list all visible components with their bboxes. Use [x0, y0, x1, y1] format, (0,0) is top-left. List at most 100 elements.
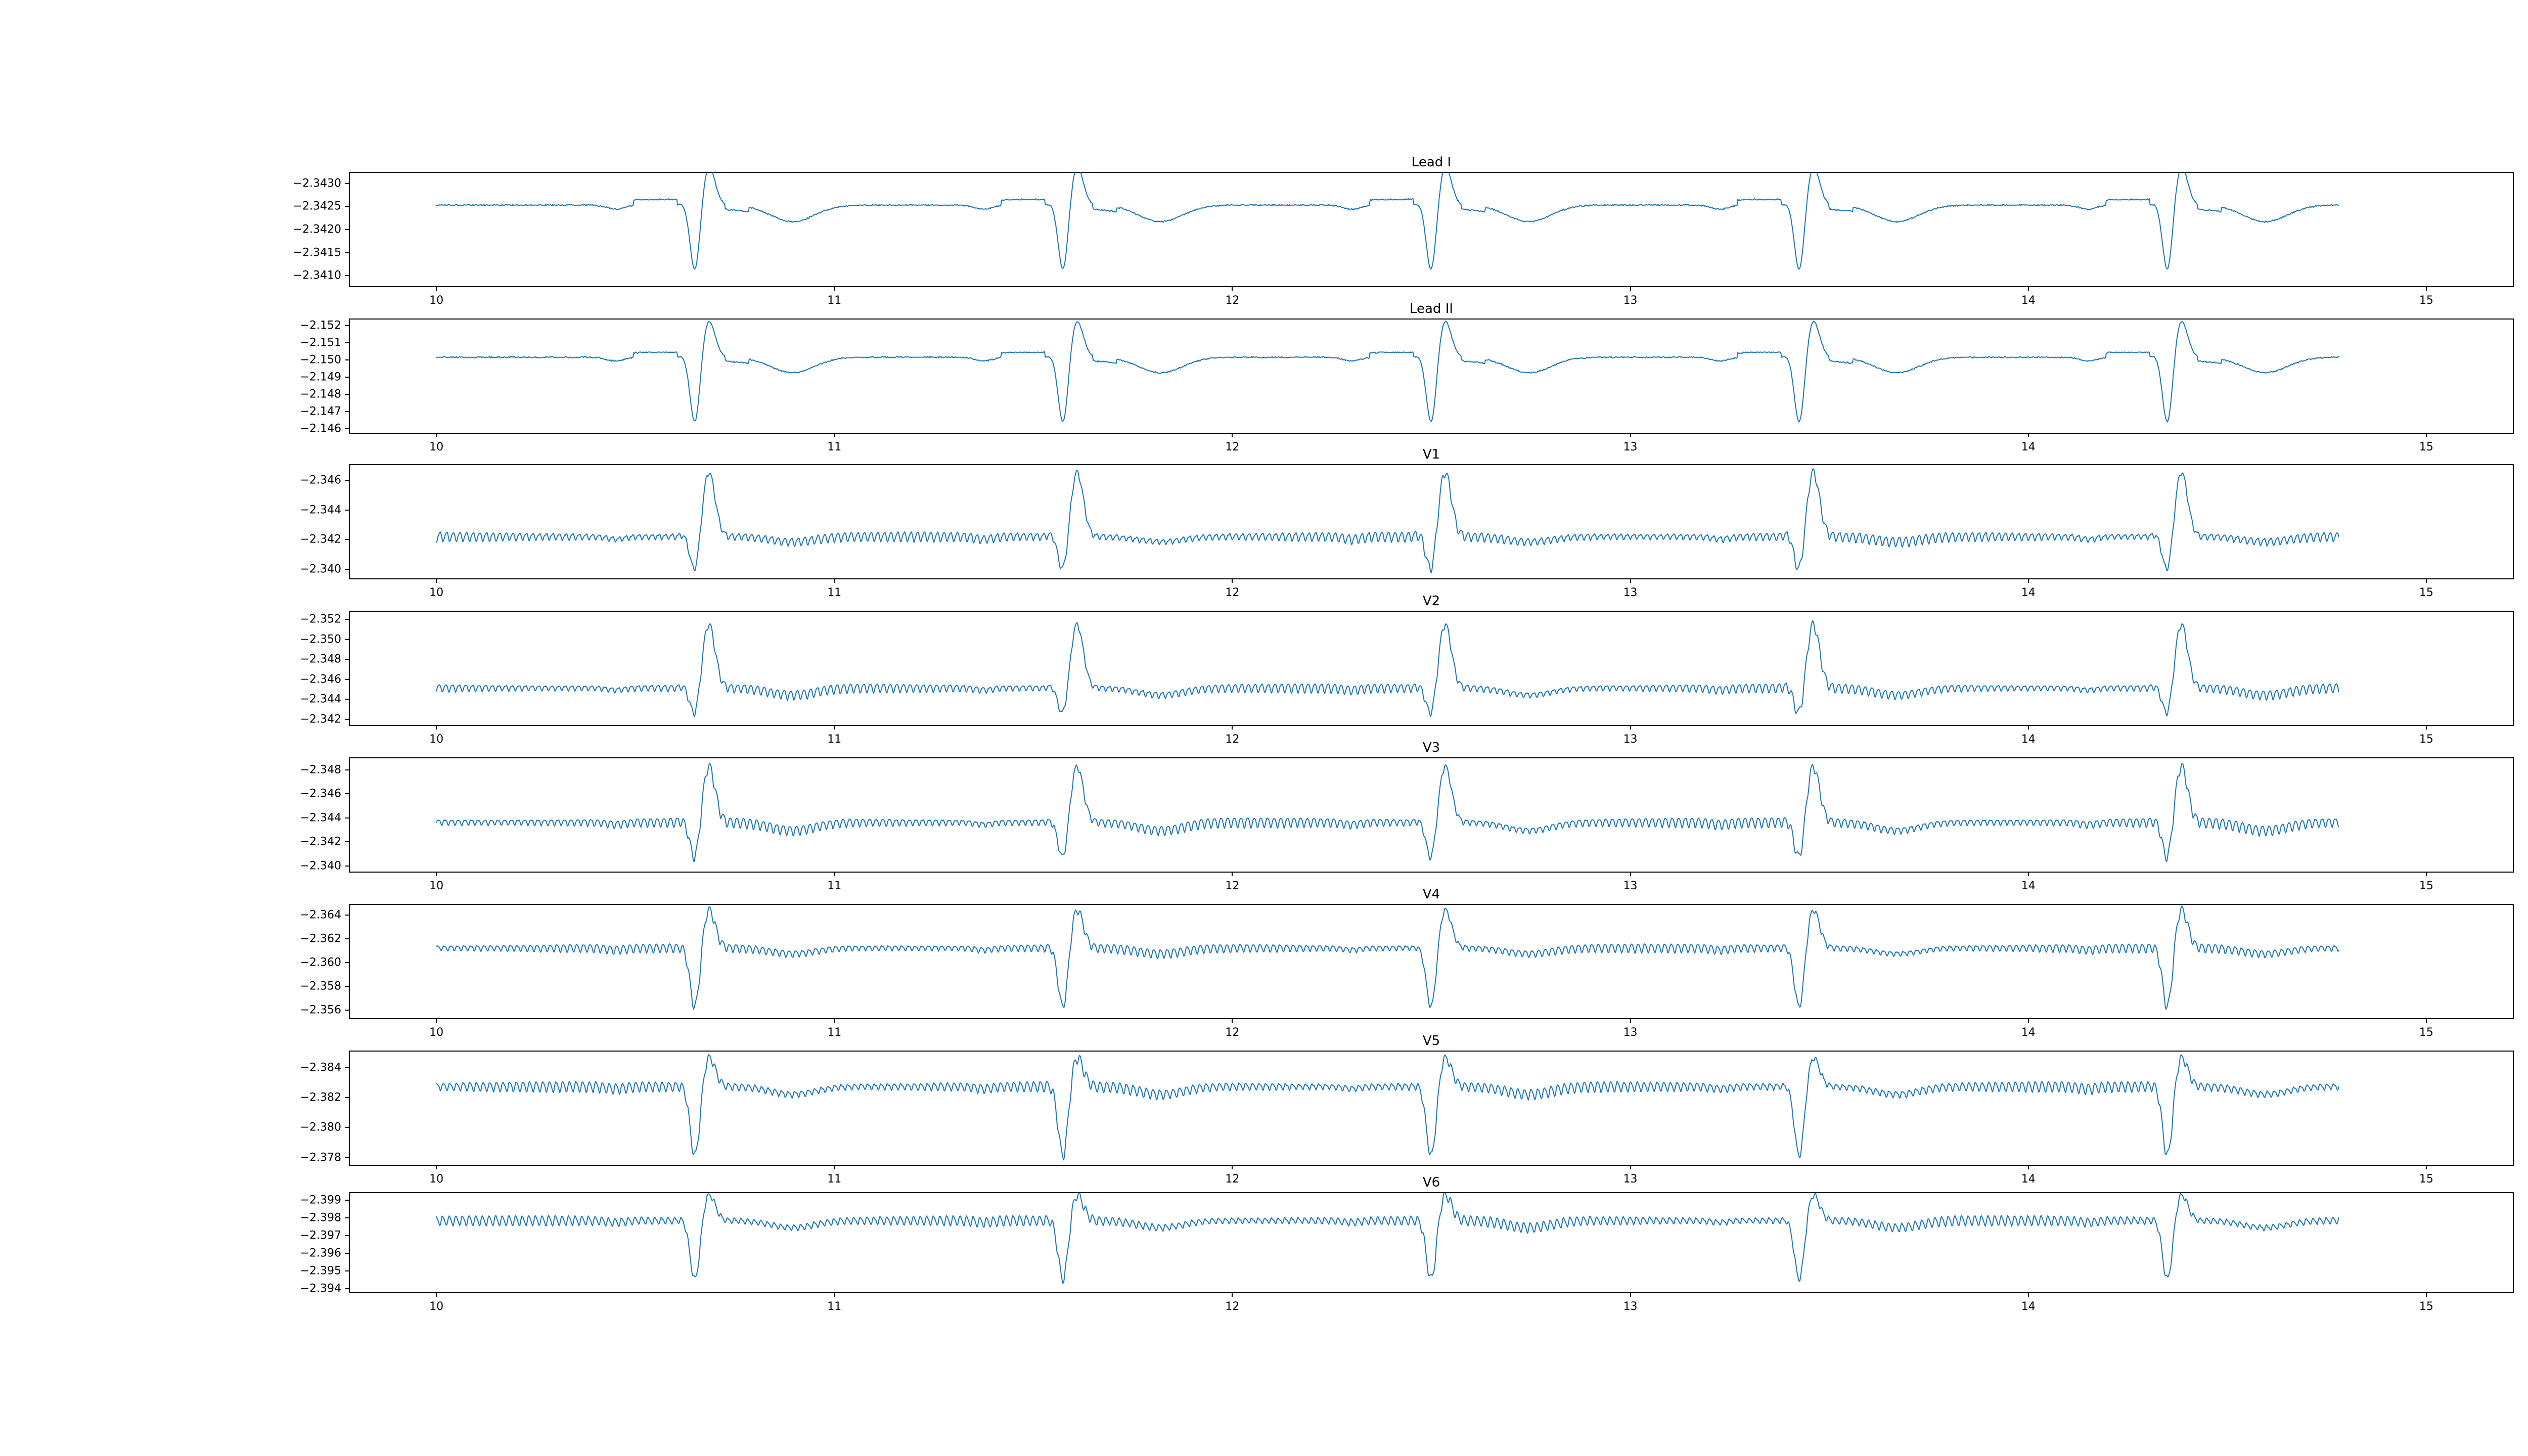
xtick-mark-lead-ii-0 [436, 434, 437, 437]
xtick-mark-v1-4 [2027, 579, 2029, 583]
ytick-mark-v4-0 [345, 1010, 349, 1011]
xtick-label-v1-4: 14 [2021, 586, 2036, 599]
ytick-mark-v6-1 [345, 1270, 349, 1272]
ytick-label-v3-1: −2.342 [300, 835, 341, 848]
ytick-label-v2-3: −2.348 [300, 653, 341, 666]
xtick-mark-v2-0 [436, 726, 437, 730]
ecg-path-v4 [436, 905, 2339, 1010]
ytick-label-v6-1: −2.395 [300, 1264, 341, 1278]
xtick-label-v1-3: 13 [1623, 586, 1638, 599]
ytick-label-v4-3: −2.362 [300, 932, 341, 945]
ytick-mark-v1-2 [345, 509, 349, 511]
ytick-label-lead-i-2: −2.3420 [293, 223, 341, 236]
ytick-label-v1-0: −2.340 [300, 563, 341, 576]
xtick-label-v2-0: 10 [429, 733, 444, 746]
ytick-mark-v3-3 [345, 793, 349, 795]
xtick-mark-v5-5 [2425, 1166, 2427, 1169]
ecg-path-v1 [436, 468, 2339, 574]
ytick-label-lead-ii-6: −2.152 [300, 319, 341, 332]
xtick-label-v2-3: 13 [1623, 733, 1638, 746]
ytick-label-v4-4: −2.364 [300, 908, 341, 922]
ytick-mark-v4-3 [345, 938, 349, 940]
xtick-label-lead-ii-4: 14 [2021, 441, 2036, 453]
panel-title-v3: V3 [1422, 740, 1440, 755]
xtick-mark-v4-0 [436, 1019, 437, 1023]
panel-title-lead-ii: Lead II [1409, 301, 1454, 316]
xtick-label-lead-i-4: 14 [2021, 294, 2036, 307]
xtick-mark-v2-5 [2425, 726, 2427, 730]
xtick-mark-lead-i-1 [834, 287, 835, 291]
xtick-mark-v5-4 [2027, 1166, 2029, 1169]
panel-title-lead-i: Lead I [1411, 155, 1452, 170]
ytick-mark-v6-5 [345, 1199, 349, 1201]
ytick-label-v1-1: −2.342 [300, 533, 341, 546]
ytick-mark-v2-0 [345, 719, 349, 720]
ytick-mark-v6-3 [345, 1235, 349, 1236]
xtick-label-v1-2: 12 [1225, 586, 1240, 599]
ytick-mark-lead-ii-0 [345, 428, 349, 429]
ytick-mark-v3-2 [345, 817, 349, 818]
ytick-label-v2-0: −2.342 [300, 713, 341, 726]
ytick-label-v4-1: −2.358 [300, 980, 341, 993]
ytick-label-v5-3: −2.384 [300, 1061, 341, 1074]
xtick-label-v1-1: 11 [827, 586, 842, 599]
xtick-mark-v4-5 [2425, 1019, 2427, 1023]
xtick-mark-v2-4 [2027, 726, 2029, 730]
ytick-mark-lead-i-0 [345, 275, 349, 277]
xtick-label-v2-2: 12 [1225, 733, 1240, 746]
panel-title-v5: V5 [1422, 1033, 1440, 1049]
ytick-label-lead-i-1: −2.3415 [293, 246, 341, 259]
ytick-label-v3-0: −2.340 [300, 859, 341, 873]
xtick-label-lead-ii-1: 11 [827, 441, 842, 453]
xtick-label-v4-0: 10 [429, 1026, 444, 1039]
ytick-label-lead-ii-2: −2.148 [300, 388, 341, 401]
xtick-label-lead-ii-5: 15 [2419, 441, 2433, 453]
xtick-mark-v4-2 [1232, 1019, 1233, 1023]
xtick-label-lead-ii-0: 10 [429, 441, 444, 453]
ytick-mark-v3-1 [345, 841, 349, 843]
xtick-label-v5-4: 14 [2021, 1173, 2036, 1186]
ecg-path-v2 [436, 620, 2339, 717]
xtick-label-v4-3: 13 [1623, 1026, 1638, 1039]
xtick-label-v3-5: 15 [2419, 880, 2433, 892]
xtick-mark-lead-ii-4 [2027, 434, 2029, 437]
xtick-label-v3-3: 13 [1623, 880, 1638, 892]
ytick-mark-lead-ii-2 [345, 393, 349, 395]
ytick-mark-lead-ii-1 [345, 411, 349, 412]
xtick-mark-v1-0 [436, 579, 437, 583]
ytick-label-lead-ii-3: −2.149 [300, 371, 341, 384]
xtick-mark-v6-1 [834, 1293, 835, 1297]
xtick-mark-v3-5 [2425, 873, 2427, 876]
ytick-mark-v5-0 [345, 1157, 349, 1158]
ytick-mark-lead-ii-3 [345, 376, 349, 378]
ytick-label-lead-ii-1: −2.147 [300, 405, 341, 418]
ytick-mark-v2-3 [345, 659, 349, 660]
ecg-path-v3 [436, 762, 2339, 862]
xtick-mark-v6-2 [1232, 1293, 1233, 1297]
xtick-label-v6-1: 11 [827, 1300, 842, 1313]
xtick-label-lead-ii-3: 13 [1623, 441, 1638, 453]
ytick-label-lead-i-3: −2.3425 [293, 200, 341, 213]
xtick-label-lead-ii-2: 12 [1225, 441, 1240, 453]
xtick-mark-v1-5 [2425, 579, 2427, 583]
xtick-label-lead-i-5: 15 [2419, 294, 2433, 307]
ytick-mark-v1-1 [345, 539, 349, 540]
xtick-label-v6-3: 13 [1623, 1300, 1638, 1313]
xtick-mark-lead-i-2 [1232, 287, 1233, 291]
xtick-label-v4-1: 11 [827, 1026, 842, 1039]
ecg-path-lead-ii [436, 321, 2339, 423]
ytick-label-v3-3: −2.346 [300, 787, 341, 800]
xtick-label-v6-0: 10 [429, 1300, 444, 1313]
